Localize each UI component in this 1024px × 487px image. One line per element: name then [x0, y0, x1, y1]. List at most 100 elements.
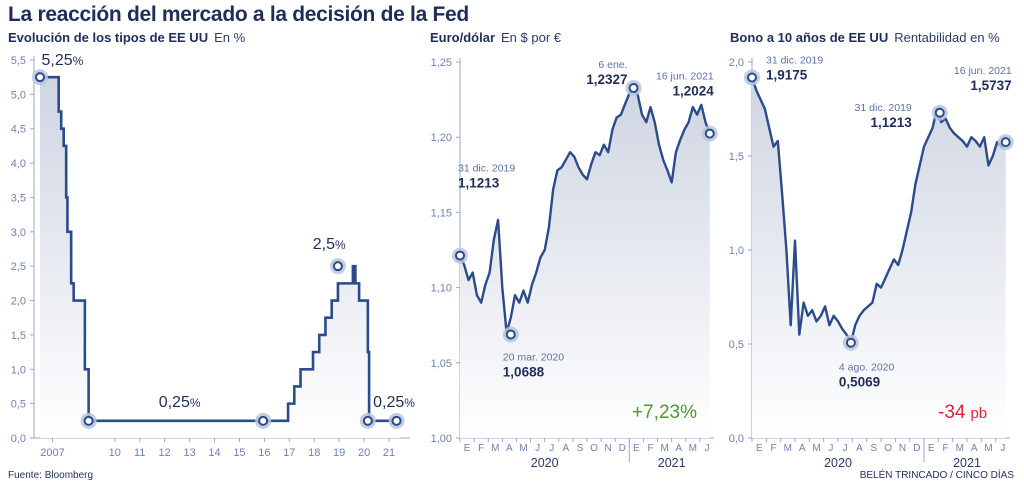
c1-xtick-label: 13 [183, 447, 195, 459]
c1-ytick-label: 2,5 [11, 261, 26, 273]
c1-ytick-label: 5,0 [11, 89, 26, 101]
c2-year-label: 2021 [658, 456, 686, 470]
c2-month-label: M [519, 443, 527, 454]
c3-month-label: A [799, 443, 806, 454]
c3-month-label: D [913, 443, 920, 454]
c2-month-label: A [562, 443, 569, 454]
c1-marker [258, 415, 269, 426]
c1-ytick-label: 4,5 [11, 124, 26, 136]
c3-month-label: E [756, 443, 763, 454]
c2-point-date: 20 mar. 2020 [503, 352, 564, 364]
c3-point-date: 4 ago. 2020 [839, 362, 895, 374]
c3-month-label: A [856, 443, 863, 454]
c1-ytick-label: 3,0 [11, 227, 26, 239]
c2-month-label: F [478, 443, 484, 454]
chart3-unit: Rentabilidad en % [894, 30, 1000, 45]
c2-point-value: 1,1213 [458, 176, 500, 191]
c1-ytick-label: 0,0 [11, 433, 26, 445]
c3-month-label: E [928, 443, 935, 454]
c3-marker [845, 337, 856, 348]
c3-month-label: A [971, 443, 978, 454]
c1-marker [35, 72, 45, 83]
c3-month-label: M [812, 443, 820, 454]
chart2-change-label: +7,23% [632, 402, 697, 423]
c3-marker [1000, 137, 1011, 148]
c1-annotation: 2,5% [313, 236, 346, 253]
c3-marker [747, 72, 757, 83]
c1-ytick-label: 1,0 [11, 364, 26, 376]
c1-xtick-label: 18 [308, 447, 320, 459]
c3-ytick-label: 0,0 [729, 433, 744, 445]
c2-month-label: J [535, 443, 540, 454]
c1-xtick-label: 2007 [40, 447, 64, 459]
chart3-change-value: -34 [938, 402, 966, 423]
c3-point-value: 1,5737 [970, 78, 1011, 93]
c3-year-label: 2021 [953, 456, 981, 470]
c2-month-label: D [619, 443, 626, 454]
chart1-unit: En % [214, 30, 246, 45]
c2-marker [505, 329, 516, 340]
c3-point-value: 0,5069 [839, 375, 880, 390]
c3-series-line [750, 77, 1007, 344]
c1-ytick-label: 5,5 [11, 55, 26, 67]
c3-ytick-label: 1,0 [729, 245, 744, 257]
c3-ytick-label: 2,0 [729, 57, 744, 69]
c1-ytick-label: 1,5 [11, 330, 26, 342]
c2-marker [455, 250, 465, 261]
c2-marker [704, 128, 715, 139]
c2-ytick-label: 1,25 [431, 57, 452, 69]
chart2-unit: En $ por € [501, 30, 562, 45]
c1-xtick-label: 10 [109, 447, 121, 459]
chart3-change-unit: pb [970, 405, 987, 422]
chart-eurusd: Euro/dólar En $ por € 1,00 1,05 1,10 1,15 1,2… [430, 30, 718, 470]
c2-month-label: F [647, 443, 653, 454]
c1-xtick-label: 20 [358, 447, 370, 459]
c2-month-label: M [660, 443, 668, 454]
chart3-change-label: -34 pb [938, 402, 987, 423]
c3-month-label: F [942, 443, 948, 454]
c3-year-label: 2020 [824, 456, 852, 470]
c1-annotation: 0,25% [373, 394, 415, 411]
c1-ytick-label: 0,5 [11, 399, 26, 411]
c1-xtick-label: 21 [383, 447, 395, 459]
c1-marker [332, 261, 343, 272]
c2-month-label: A [506, 443, 513, 454]
c1-series-line [40, 75, 401, 423]
c1-ytick-label: 2,0 [11, 296, 26, 308]
c2-point-value: 1,2024 [672, 84, 714, 99]
c3-month-label: J [828, 443, 833, 454]
c3-month-label: M [784, 443, 792, 454]
chart1-title: Evolución de los tipos de EE UU [8, 30, 208, 45]
c2-month-label: E [633, 443, 640, 454]
c2-series-line [458, 86, 711, 334]
chart-us10y: Bono a 10 años de EE UU Rentabilidad en %… [729, 30, 1014, 470]
c3-point-value: 1,9175 [766, 68, 808, 83]
c3-month-label: N [899, 443, 906, 454]
c3-ytick-label: 0,5 [729, 339, 744, 351]
c3-month-label: M [956, 443, 964, 454]
c3-point-value: 1,1213 [870, 115, 912, 130]
c2-point-value: 1,0688 [503, 365, 545, 380]
c2-month-label: E [464, 443, 471, 454]
c2-point-date: 6 ene. [598, 59, 627, 71]
c2-month-label: J [704, 443, 709, 454]
c3-month-label: M [984, 443, 992, 454]
c3-ytick-label: 1,5 [729, 151, 744, 163]
chart2-title: Euro/dólar [430, 30, 495, 45]
c2-point-date: 16 jun. 2021 [656, 71, 714, 83]
chart1-subtitle: Evolución de los tipos de EE UU En % [8, 30, 246, 45]
chart3-title: Bono a 10 años de EE UU [730, 30, 888, 45]
c2-ytick-label: 1,15 [431, 207, 452, 219]
c2-year-label: 2020 [531, 456, 559, 470]
c3-point-date: 31 dic. 2019 [766, 55, 823, 67]
c2-ytick-label: 1,00 [431, 433, 452, 445]
page-title: La reacción del mercado a la decisión de… [8, 3, 469, 26]
c2-month-label: M [689, 443, 697, 454]
c3-month-label: J [843, 443, 848, 454]
c1-xtick-label: 11 [134, 447, 145, 459]
c1-annotation: 5,25% [42, 52, 84, 69]
c2-month-label: N [605, 443, 612, 454]
c1-ytick-label: 3,5 [11, 192, 26, 204]
c2-month-label: O [590, 443, 598, 454]
chart-fed-rates: Evolución de los tipos de EE UU En % 0,0 0… [8, 30, 415, 459]
